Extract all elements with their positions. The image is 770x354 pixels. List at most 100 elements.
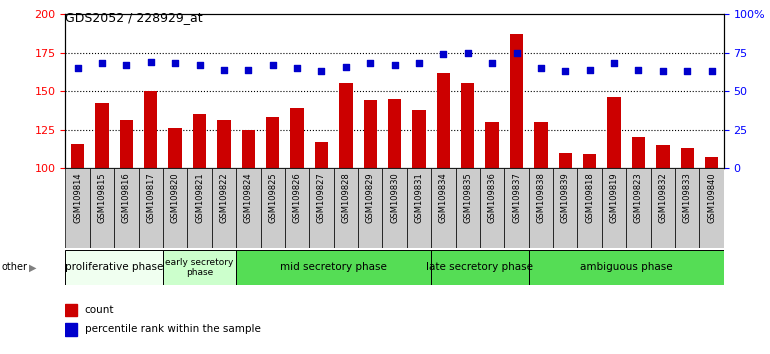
- Bar: [217, 120, 231, 168]
- Text: GSM109835: GSM109835: [464, 172, 472, 223]
- Text: GSM109818: GSM109818: [585, 172, 594, 223]
- Bar: [285, 168, 310, 248]
- Point: [169, 61, 181, 66]
- Point: [705, 68, 718, 74]
- Bar: [65, 323, 77, 336]
- Text: GSM109833: GSM109833: [683, 172, 691, 223]
- Bar: [510, 34, 524, 168]
- Bar: [558, 153, 572, 168]
- FancyBboxPatch shape: [163, 250, 236, 285]
- Bar: [90, 168, 114, 248]
- Bar: [260, 168, 285, 248]
- Bar: [71, 143, 85, 168]
- Text: other: other: [2, 262, 28, 272]
- Bar: [437, 73, 450, 168]
- Bar: [699, 168, 724, 248]
- Text: GSM109819: GSM109819: [610, 172, 618, 223]
- Point: [266, 62, 279, 68]
- Bar: [529, 168, 553, 248]
- Text: percentile rank within the sample: percentile rank within the sample: [85, 324, 260, 334]
- Text: GSM109821: GSM109821: [195, 172, 204, 223]
- FancyBboxPatch shape: [431, 250, 529, 285]
- Point: [242, 67, 254, 73]
- Text: GSM109830: GSM109830: [390, 172, 399, 223]
- Bar: [290, 108, 304, 168]
- Bar: [656, 145, 670, 168]
- Point: [291, 65, 303, 71]
- Bar: [358, 168, 383, 248]
- Bar: [631, 137, 645, 168]
- Point: [120, 62, 132, 68]
- Point: [364, 61, 377, 66]
- Text: GSM109836: GSM109836: [487, 172, 497, 223]
- Text: proliferative phase: proliferative phase: [65, 262, 163, 272]
- FancyBboxPatch shape: [65, 250, 163, 285]
- Bar: [212, 168, 236, 248]
- Point: [413, 61, 425, 66]
- Text: ▶: ▶: [29, 262, 37, 272]
- Bar: [95, 103, 109, 168]
- Text: GSM109822: GSM109822: [219, 172, 229, 223]
- Bar: [407, 168, 431, 248]
- Bar: [553, 168, 578, 248]
- Text: GSM109815: GSM109815: [98, 172, 106, 223]
- Bar: [363, 101, 377, 168]
- Text: GSM109826: GSM109826: [293, 172, 302, 223]
- Bar: [456, 168, 480, 248]
- Bar: [480, 168, 504, 248]
- Bar: [651, 168, 675, 248]
- Text: GSM109839: GSM109839: [561, 172, 570, 223]
- Point: [145, 59, 157, 65]
- Bar: [608, 97, 621, 168]
- Text: GSM109825: GSM109825: [268, 172, 277, 223]
- Text: late secretory phase: late secretory phase: [427, 262, 534, 272]
- Text: GSM109840: GSM109840: [707, 172, 716, 223]
- Bar: [163, 168, 187, 248]
- Point: [388, 62, 400, 68]
- Bar: [383, 168, 407, 248]
- Bar: [431, 168, 456, 248]
- Bar: [144, 91, 158, 168]
- Text: early secretory
phase: early secretory phase: [166, 258, 234, 277]
- Bar: [192, 114, 206, 168]
- Point: [534, 65, 547, 71]
- Bar: [236, 168, 260, 248]
- Point: [608, 61, 620, 66]
- FancyBboxPatch shape: [236, 250, 431, 285]
- Bar: [504, 168, 529, 248]
- Bar: [705, 158, 718, 168]
- Text: GSM109838: GSM109838: [537, 172, 545, 223]
- Bar: [266, 117, 280, 168]
- Point: [559, 68, 571, 74]
- Text: GSM109824: GSM109824: [244, 172, 253, 223]
- Point: [681, 68, 693, 74]
- Bar: [485, 122, 499, 168]
- Text: GSM109814: GSM109814: [73, 172, 82, 223]
- Bar: [139, 168, 163, 248]
- Point: [632, 67, 644, 73]
- Text: GSM109816: GSM109816: [122, 172, 131, 223]
- Bar: [339, 84, 353, 168]
- Point: [315, 68, 327, 74]
- Bar: [187, 168, 212, 248]
- Bar: [681, 148, 694, 168]
- Bar: [333, 168, 358, 248]
- FancyBboxPatch shape: [529, 250, 724, 285]
- Point: [218, 67, 230, 73]
- Bar: [315, 142, 328, 168]
- Text: GSM109834: GSM109834: [439, 172, 448, 223]
- Text: GSM109829: GSM109829: [366, 172, 375, 223]
- Text: GSM109817: GSM109817: [146, 172, 156, 223]
- Point: [193, 62, 206, 68]
- Point: [486, 61, 498, 66]
- Text: mid secretory phase: mid secretory phase: [280, 262, 387, 272]
- Bar: [65, 304, 77, 316]
- Bar: [626, 168, 651, 248]
- Point: [340, 64, 352, 69]
- Bar: [242, 130, 255, 168]
- Bar: [602, 168, 626, 248]
- Bar: [169, 128, 182, 168]
- Point: [72, 65, 84, 71]
- Point: [461, 50, 474, 56]
- Bar: [114, 168, 139, 248]
